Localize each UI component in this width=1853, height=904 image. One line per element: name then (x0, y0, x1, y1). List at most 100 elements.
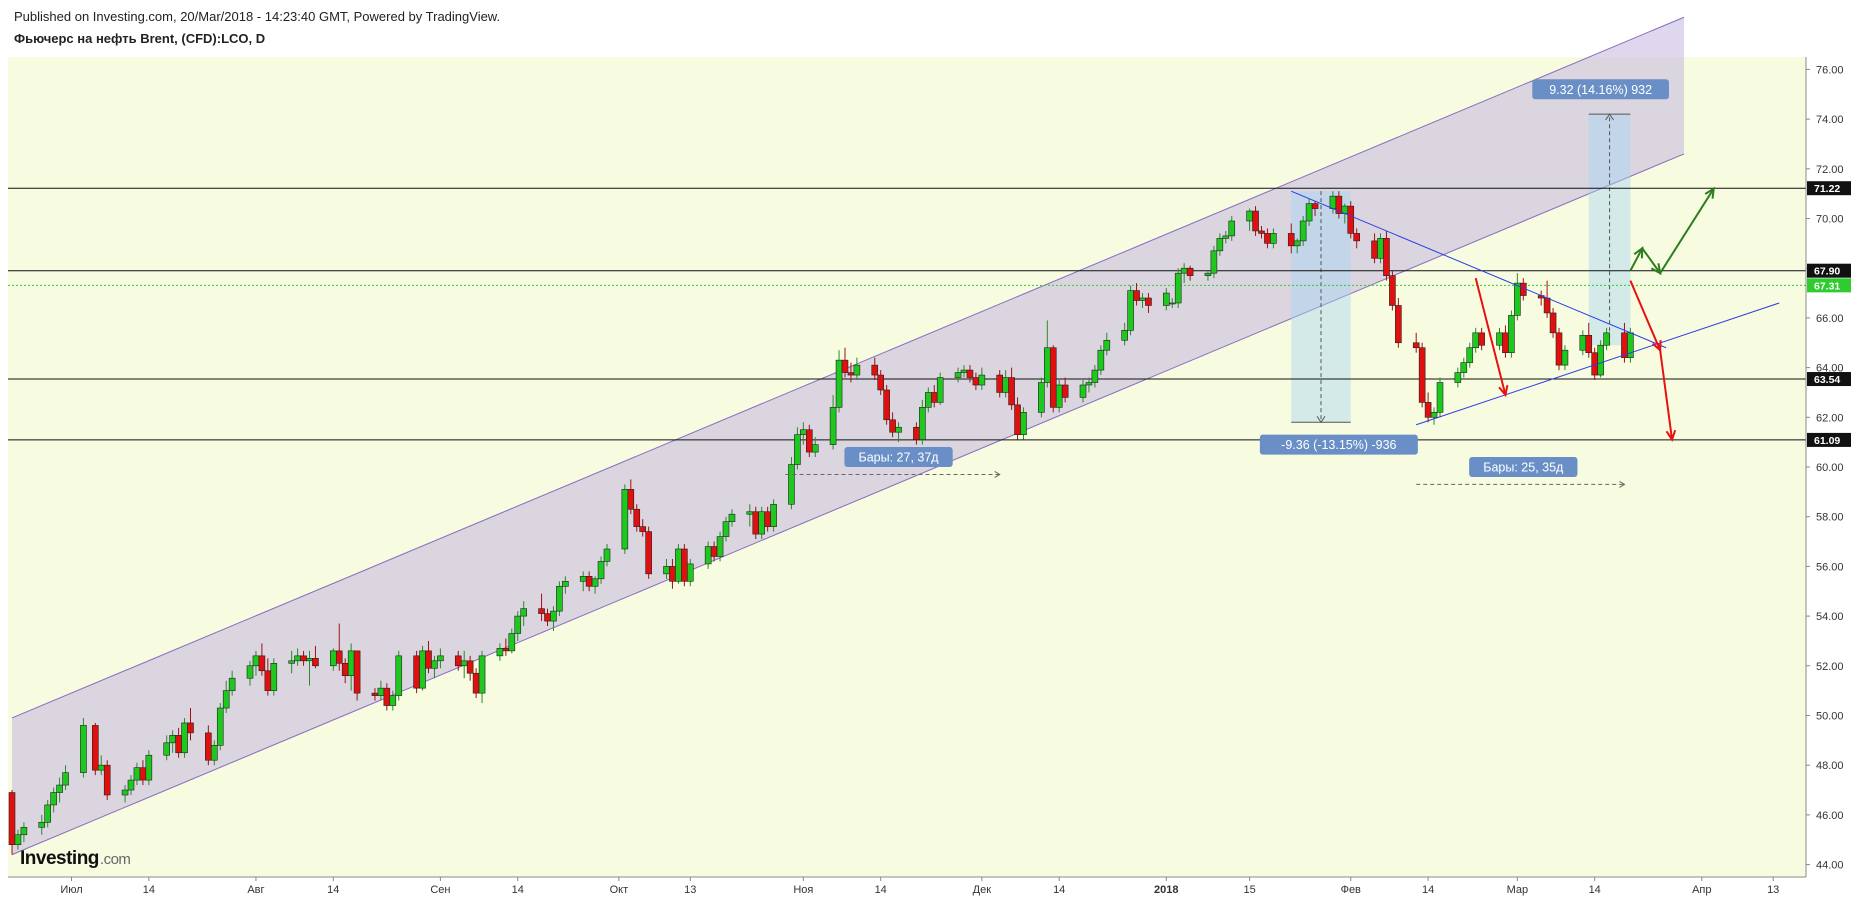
candle-body (1216, 238, 1224, 252)
price-tick-label: 48.00 (1816, 760, 1844, 772)
candle-body (728, 513, 736, 522)
candle-body (1311, 203, 1319, 209)
investing-logo: Investing .com (20, 848, 131, 869)
candle-body (163, 742, 170, 756)
price-axis[interactable]: 44.00 46.00 48.00 50.00 52.00 54.00 56.00 58.00… (1805, 57, 1853, 877)
candle-body (395, 655, 403, 696)
candle-body (1329, 195, 1337, 209)
annotation-labels[interactable]: -9.36 (-13.15%) -936 9.32 (14.16%) 932 Бар… (785, 79, 1670, 488)
level-tag-box-5 (1807, 432, 1851, 447)
candle-body (847, 372, 855, 376)
candle-body (1454, 372, 1462, 383)
candle-body (1139, 297, 1146, 301)
candle-body (1252, 210, 1259, 232)
candle-body (1585, 335, 1593, 353)
candle-body (704, 546, 712, 565)
candle-body (544, 613, 551, 622)
triangle-pattern[interactable] (1291, 190, 1780, 426)
candle-body (1603, 332, 1610, 346)
candle-body (829, 407, 837, 445)
candle-body (669, 566, 676, 582)
price-tick-label: 56.00 (1816, 561, 1844, 573)
candle-body (1418, 347, 1426, 403)
candle-body (460, 660, 468, 667)
candle-body (1103, 339, 1111, 351)
candle-body (1258, 230, 1265, 234)
candle-body (389, 695, 397, 706)
candle-body (419, 650, 426, 689)
candle-body (746, 511, 754, 515)
candle-body (645, 531, 652, 575)
candle-body (722, 521, 730, 537)
candle-body (1038, 382, 1045, 413)
candle-body (794, 434, 801, 465)
candle-body (1008, 377, 1015, 406)
candle-body (1014, 404, 1021, 435)
candle-body (1133, 290, 1140, 301)
candle-body (169, 735, 176, 744)
candle-body (50, 792, 57, 806)
candle-body (1543, 297, 1551, 314)
candle-body (454, 655, 462, 667)
logo-brand: Investing (20, 848, 99, 869)
candle-body (520, 608, 528, 617)
candle-body (80, 725, 87, 773)
candle-body (841, 359, 849, 373)
red-arrow-head (1665, 429, 1677, 442)
candle-body (883, 389, 890, 421)
candle-body (1091, 369, 1099, 383)
candle-body (347, 650, 355, 677)
candle-body (1210, 250, 1218, 274)
triangle-lower-line (1416, 302, 1780, 426)
time-tick-label: 13 (684, 884, 696, 896)
candle-body (877, 374, 885, 391)
candle-body (788, 464, 795, 505)
candle-body (496, 648, 504, 657)
candle-body (556, 585, 563, 612)
candle-body (20, 827, 28, 836)
candle-body (1579, 335, 1587, 351)
candle-body (1044, 347, 1051, 383)
candle-body (437, 655, 444, 662)
candle-body (1377, 238, 1384, 259)
candle-body (752, 511, 760, 535)
level-tag-box-3 (1807, 278, 1851, 293)
candle-body (1389, 275, 1396, 306)
level-tag-label-1: 71.22 (1814, 183, 1840, 195)
candle-body (133, 767, 141, 781)
time-tick-label: Окт (610, 884, 629, 896)
candle-body (270, 663, 278, 691)
projection-arrows[interactable] (1474, 186, 1715, 442)
time-tick-label: 14 (327, 884, 339, 896)
candle-body (1020, 412, 1027, 435)
candlesticks[interactable] (8, 191, 1634, 855)
measure-zones[interactable] (1291, 113, 1631, 424)
candle-body (538, 608, 545, 614)
price-tick-label: 74.00 (1816, 114, 1844, 126)
candle-body (258, 655, 266, 672)
time-tick-label: 14 (143, 884, 155, 896)
bars-range-head-2 (1619, 480, 1626, 488)
candle-body (1228, 220, 1236, 237)
time-tick-label: 14 (1053, 884, 1065, 896)
candle-body (800, 429, 807, 435)
candle-body (1347, 205, 1355, 234)
horizontal-levels[interactable] (8, 187, 1806, 441)
price-tick-label: 76.00 (1816, 64, 1844, 76)
candle-body (924, 392, 932, 408)
level-tag-box-1 (1807, 181, 1851, 196)
candle-body (639, 526, 647, 532)
candle-body (675, 548, 682, 582)
candle-body (919, 407, 926, 440)
candle-body (1163, 292, 1170, 306)
candle-body (127, 779, 135, 791)
measure-label-1-box (1259, 434, 1418, 455)
candle-body (145, 754, 153, 781)
candle-body (1383, 238, 1390, 276)
time-axis[interactable]: Июл 14 Авг 14 Сен 14 Окт 13 Ноя 14 Дек 14 2018 15 Фев 1… (8, 876, 1806, 896)
candle-body (1055, 384, 1063, 408)
candle-body (871, 364, 879, 376)
price-tick-label: 70.00 (1816, 214, 1844, 226)
candle-body (103, 764, 111, 796)
